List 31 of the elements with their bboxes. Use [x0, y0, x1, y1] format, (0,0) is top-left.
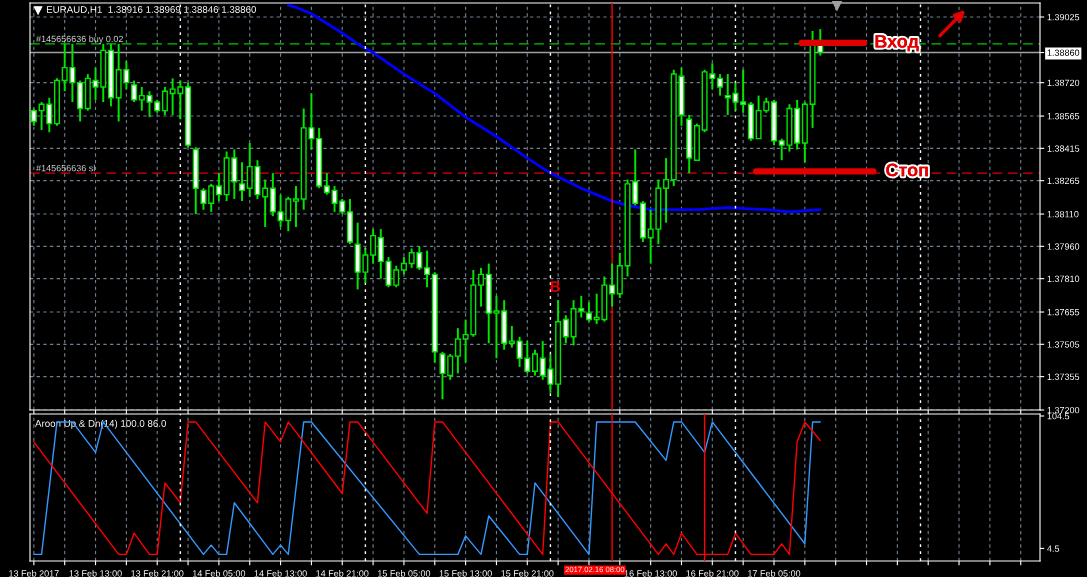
y-tick-label: 1.39025: [1047, 13, 1080, 21]
x-tick-label: 14 Feb 13:00: [254, 570, 307, 577]
x-tick-label: 13 Feb 2017: [9, 570, 59, 577]
x-tick-label: 15 Feb 05:00: [378, 570, 431, 577]
x-tick-label: 14 Feb 05:00: [192, 570, 246, 577]
y-tick-label: 1.37505: [1047, 341, 1080, 348]
y-tick-label: 1.38565: [1047, 113, 1080, 120]
y-tick-label: 4.5: [1047, 545, 1060, 552]
x-tick-label: 15 Feb 13:00: [439, 570, 492, 577]
x-tick-label: 14 Feb 21:00: [316, 570, 369, 577]
y-tick-label: 1.37655: [1047, 308, 1080, 316]
x-tick-label: 17 Feb 05:00: [748, 570, 801, 577]
x-tick-label: 13 Feb 13:00: [69, 570, 122, 577]
annotation: B: [550, 281, 561, 292]
y-tick-label: 104.5: [1047, 412, 1070, 420]
x-tick-label: 16 Feb 21:00: [686, 570, 739, 577]
x-tick-label: 15 Feb 21:00: [501, 570, 554, 577]
y-tick-label: 1.38415: [1047, 145, 1080, 152]
y-tick-label: 1.37960: [1047, 243, 1080, 250]
y-tick-label: 1.38110: [1047, 211, 1079, 218]
x-tick-label: 13 Feb 21:00: [131, 570, 184, 577]
y-tick-label: 1.37355: [1047, 373, 1080, 380]
y-tick-label: 1.38265: [1047, 177, 1080, 185]
x-tick-label: 16 Feb 13:00: [624, 570, 677, 577]
y-tick-label: 1.37810: [1047, 275, 1080, 282]
y-tick-label: 1.38860: [1047, 49, 1080, 56]
ref-line-label: #145656636 buy 0.02: [36, 35, 123, 44]
ref-line-label: #145656636 sl: [36, 164, 95, 172]
chart-title: EURAUD,H1 1.38916 1.38969 1.38846 1.38860: [46, 6, 257, 15]
y-tick-label: 1.37200: [1047, 406, 1080, 414]
y-tick-label: 1.38720: [1047, 79, 1080, 87]
